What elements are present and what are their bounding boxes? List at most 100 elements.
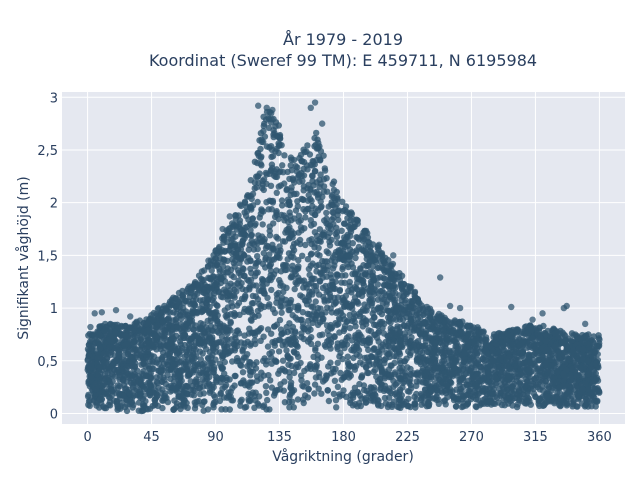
data-point (311, 390, 318, 397)
data-point (268, 354, 275, 361)
data-point (359, 339, 366, 347)
data-point (207, 275, 215, 282)
data-point (320, 176, 328, 183)
data-point (268, 384, 276, 391)
data-point (319, 331, 326, 338)
data-point (314, 340, 322, 347)
data-point (346, 324, 354, 332)
data-point (369, 392, 376, 399)
data-point (311, 381, 319, 388)
data-point (196, 324, 204, 331)
data-point (145, 327, 152, 334)
data-point (391, 369, 399, 376)
data-point (479, 335, 486, 342)
data-point (146, 380, 153, 388)
data-point (362, 396, 369, 403)
data-point (380, 289, 388, 297)
data-point (354, 335, 361, 342)
data-point (263, 389, 270, 396)
data-point (300, 284, 307, 291)
data-point (205, 263, 212, 270)
data-point (291, 179, 298, 186)
data-point (277, 303, 284, 310)
data-point (493, 340, 500, 348)
data-point (314, 237, 321, 244)
data-point (173, 351, 181, 358)
data-point (228, 292, 236, 300)
data-point (93, 402, 100, 409)
data-point (359, 237, 367, 244)
data-point (215, 329, 222, 336)
data-point (105, 393, 112, 400)
data-point (227, 318, 234, 325)
data-point (468, 360, 475, 367)
data-point (508, 358, 515, 365)
data-point (288, 362, 295, 370)
data-point (446, 349, 453, 356)
data-point (578, 371, 585, 378)
data-point (275, 142, 283, 150)
data-point (516, 387, 523, 394)
data-point (234, 327, 241, 334)
data-point (84, 393, 92, 400)
data-point (392, 381, 399, 388)
data-point (286, 404, 293, 411)
data-point (333, 404, 340, 411)
data-point (521, 382, 528, 390)
data-point (453, 386, 460, 393)
data-point (295, 263, 302, 270)
data-point (577, 364, 584, 372)
data-point (260, 208, 267, 215)
data-point (276, 386, 284, 393)
data-point (241, 198, 249, 205)
data-point (284, 256, 291, 263)
data-point (224, 296, 231, 303)
data-point (294, 396, 302, 403)
data-point (260, 122, 267, 130)
data-point (489, 348, 497, 355)
data-point (212, 262, 219, 269)
data-point (257, 154, 264, 162)
data-point (123, 332, 130, 340)
data-point (299, 396, 307, 403)
data-point (284, 328, 291, 336)
data-point (117, 331, 124, 338)
data-point (123, 369, 130, 376)
data-point (327, 271, 334, 278)
data-point (324, 387, 331, 394)
data-point (339, 265, 346, 273)
data-point (142, 398, 149, 405)
data-point (300, 158, 308, 166)
data-point (304, 365, 311, 372)
data-point (282, 341, 289, 348)
data-point (299, 309, 306, 316)
data-point (333, 188, 340, 196)
data-point (273, 208, 280, 215)
data-point (550, 378, 557, 386)
data-point (164, 371, 171, 379)
data-point (246, 367, 253, 375)
data-point (585, 331, 592, 338)
data-point (489, 383, 496, 390)
data-point (256, 214, 263, 221)
data-point (276, 243, 283, 250)
data-point (264, 396, 271, 404)
data-point (451, 364, 458, 371)
data-point (171, 343, 178, 350)
data-point (265, 206, 272, 213)
data-point (281, 180, 288, 187)
data-point (484, 379, 492, 386)
data-point (254, 198, 261, 206)
data-point (306, 151, 314, 158)
data-point (234, 280, 241, 287)
data-point (360, 386, 368, 394)
data-point (362, 318, 370, 325)
data-point (192, 302, 199, 309)
data-point (259, 181, 266, 188)
data-point (330, 368, 337, 376)
data-point (371, 314, 378, 321)
data-point (265, 372, 272, 379)
data-point (161, 302, 168, 310)
data-point (212, 280, 220, 288)
data-point (304, 256, 312, 263)
